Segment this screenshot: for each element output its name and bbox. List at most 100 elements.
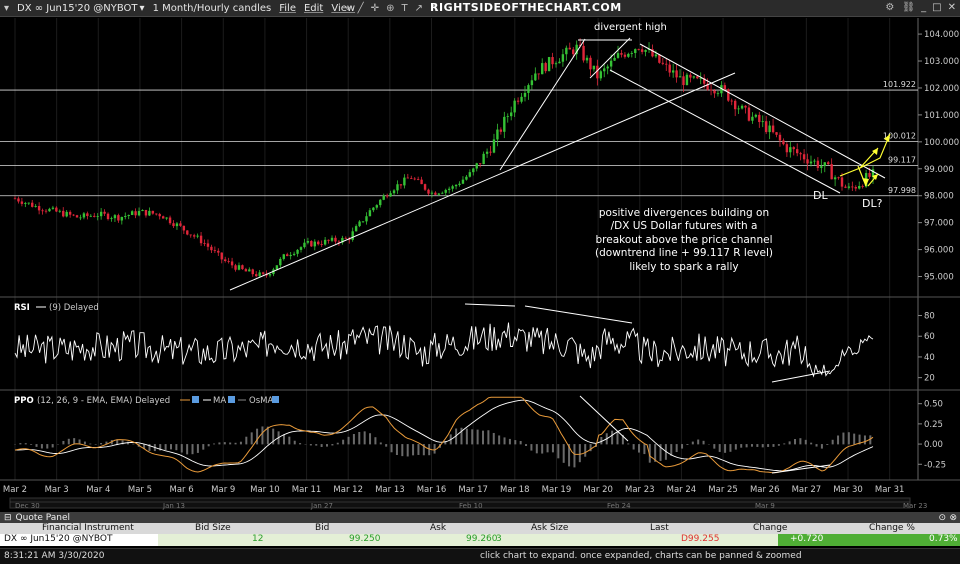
candle-body (858, 186, 861, 189)
osma-bar (621, 434, 624, 445)
settings-icon[interactable]: ⚙ (885, 2, 895, 13)
osma-bar (89, 443, 92, 445)
col-ask-size[interactable]: Ask Size (531, 523, 569, 533)
rsi-divergence-line-2[interactable] (524, 305, 633, 324)
col-last[interactable]: Last (650, 523, 669, 533)
osma-bar (121, 440, 124, 445)
osma-bar (869, 435, 872, 445)
menu-edit[interactable]: Edit (303, 2, 324, 14)
ppo-checkbox[interactable] (192, 396, 199, 403)
osma-bar (756, 444, 759, 447)
rsi-axis: 80 60 40 20 (918, 312, 935, 384)
ma-checkbox[interactable] (228, 396, 235, 403)
candle-body (299, 247, 303, 250)
minimize-icon[interactable]: _ (921, 2, 927, 13)
menu-view[interactable]: View (331, 2, 356, 14)
osma-bar (799, 438, 802, 445)
col-bid-size[interactable]: Bid Size (195, 523, 231, 533)
downtrend-line[interactable] (639, 43, 886, 179)
candle-body (303, 242, 306, 248)
ppo-divergence-line-2[interactable] (771, 464, 831, 474)
overview-scrollbar[interactable] (9, 497, 911, 509)
osma-bar (186, 444, 189, 455)
osma-bar (51, 444, 54, 448)
col-bid[interactable]: Bid (315, 523, 330, 533)
time-tick-label: Mar 3 (45, 485, 69, 495)
candle-body (230, 261, 234, 266)
price-tick-label: 103.000 (924, 57, 959, 67)
quote-panel-close-icon[interactable]: ⊗ (949, 512, 957, 523)
ppo-divergence-line-1[interactable] (579, 395, 629, 442)
candle-body (62, 210, 65, 217)
rsi-divergence-line-1[interactable] (464, 303, 516, 307)
text-icon[interactable]: T (401, 3, 408, 14)
candle-body (634, 49, 637, 54)
osma-bar (750, 444, 753, 447)
link-icon[interactable]: ⛓ (902, 2, 915, 13)
window-controls: _ □ ✕ (921, 2, 956, 13)
overview-tick-label: Feb 24 (607, 502, 631, 510)
candle-body (330, 237, 334, 241)
candle-body (68, 211, 72, 215)
quote-panel-settings-icon[interactable]: ⊙ (938, 512, 946, 523)
zoom-icon[interactable]: ⊕ (386, 3, 395, 14)
chart-area[interactable]: 101.922 100.012 99.117 97.998 divergent hig… (0, 18, 960, 512)
col-ask[interactable]: Ask (430, 523, 447, 533)
candle-body (175, 223, 179, 227)
osma-bar (557, 444, 560, 459)
rsi-divergence-line-3[interactable] (771, 370, 831, 383)
col-change[interactable]: Change (753, 523, 788, 533)
quote-row[interactable]: DX ∞ Jun15'20 @NYBOT 12 99.250 99.260 3 … (0, 534, 960, 546)
osma-bar (562, 444, 565, 463)
candle-body (199, 235, 203, 244)
osma-bar (573, 444, 576, 468)
candle-body (740, 105, 744, 109)
osma-bar (551, 444, 554, 453)
candle-body (461, 179, 465, 184)
candle-body (58, 210, 61, 212)
crosshair-icon[interactable]: ✛ (370, 3, 380, 14)
period-selector[interactable]: 1 Month/Hourly candles (152, 2, 272, 14)
osma-bar (83, 441, 86, 445)
osma-bar (589, 444, 592, 452)
osma-bar (584, 444, 587, 457)
note-line-2: /DX US Dollar futures with a (611, 220, 758, 232)
row-bid: 99.250 (349, 534, 381, 544)
channel-line-low[interactable] (499, 38, 586, 171)
cursor-icon[interactable]: ⌖ (345, 3, 351, 14)
candle-body (627, 53, 630, 57)
channel-lower-line[interactable] (609, 69, 841, 194)
osma-bar (460, 427, 463, 445)
osma-bar (234, 442, 237, 445)
status-bar: 8:31:21 AM 3/30/2020 click chart to expa… (0, 548, 960, 564)
osma-bar (842, 432, 845, 445)
trendline-icon[interactable]: ╱ (357, 3, 364, 14)
chevron-down-icon[interactable]: ▾ (139, 2, 145, 14)
candle-body (351, 231, 354, 240)
uptrend-line[interactable] (229, 72, 736, 291)
brand-logo: RIGHTSIDEOFTHECHART.COM (430, 1, 622, 14)
osma-bar (863, 435, 866, 445)
candle-body (320, 244, 323, 246)
magnet-icon[interactable]: ∩ (429, 3, 438, 14)
col-instrument[interactable]: Financial Instrument (42, 523, 134, 533)
osma-bar (632, 444, 635, 450)
osma-bar (611, 430, 614, 445)
candle-body (37, 206, 41, 211)
menu-file[interactable]: File (279, 2, 296, 14)
trendlines[interactable] (229, 37, 886, 291)
close-icon[interactable]: ✕ (947, 2, 956, 13)
symbol-selector[interactable]: DX ∞ Jun15'20 @NYBOT (17, 2, 138, 14)
arrow-icon[interactable]: ↗ (414, 3, 423, 14)
col-change-pct[interactable]: Change % (869, 523, 915, 533)
candle-body (671, 70, 675, 73)
app-menu-icon[interactable]: ▾ (4, 2, 10, 14)
osma-checkbox[interactable] (272, 396, 279, 403)
maximize-icon[interactable]: □ (932, 2, 942, 13)
channel-line-high[interactable] (589, 37, 631, 79)
quote-panel-collapse-icon[interactable]: ⊟ (4, 512, 12, 523)
price-axis: 104.000 103.000 102.000 101.000 100.000 99.00… (918, 30, 959, 283)
candle-body (361, 221, 365, 223)
time-tick-label: Mar 2 (3, 485, 27, 495)
ppo-axis: 0.50 0.25 0.00 -0.25 (918, 400, 946, 470)
